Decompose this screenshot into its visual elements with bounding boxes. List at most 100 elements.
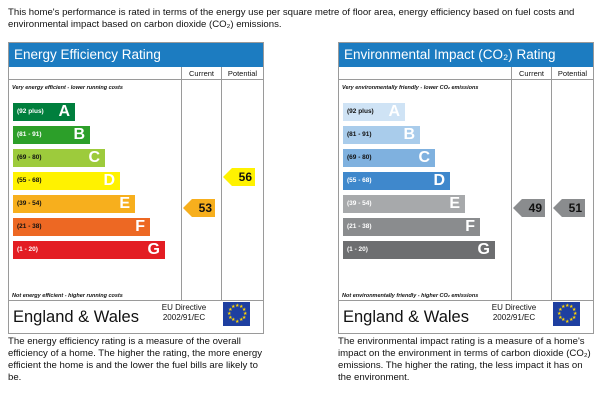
current-column-header: Current	[188, 69, 214, 78]
energy-efficiency-title: Energy Efficiency Rating	[9, 43, 263, 67]
rating-band-b: (81 - 91) B	[13, 126, 90, 144]
star-icon: ★	[239, 317, 244, 324]
divider	[511, 67, 512, 300]
eu-directive: EU Directive 2002/91/EC	[491, 303, 537, 322]
potential-rating-arrow: 56	[223, 168, 255, 186]
star-icon: ★	[569, 303, 574, 310]
band-range: (69 - 80)	[347, 154, 372, 161]
star-icon: ★	[558, 306, 563, 313]
star-icon: ★	[565, 302, 570, 309]
star-icon: ★	[571, 306, 577, 313]
star-icon: ★	[231, 317, 236, 324]
energy-efficiency-description: The energy efficiency rating is a measur…	[8, 336, 263, 383]
divider	[221, 67, 222, 300]
environmental-impact-title: Environmental Impact (CO₂) Rating	[339, 43, 593, 67]
intro-text: This home's performance is rated in term…	[8, 7, 575, 30]
rating-band-f: (21 - 38) F	[13, 218, 150, 236]
rating-band-e: (39 - 54) E	[13, 195, 135, 213]
star-icon: ★	[561, 303, 566, 310]
band-range: (55 - 68)	[347, 177, 372, 184]
environmental-impact-panel: Environmental Impact (CO₂) Rating Curren…	[338, 42, 594, 334]
current-rating-value: 49	[528, 201, 542, 215]
environmental-impact-description: The environmental impact rating is a mea…	[338, 336, 591, 383]
star-icon: ★	[228, 314, 233, 321]
band-letter: B	[403, 126, 415, 143]
potential-rating-value: 51	[568, 201, 582, 215]
band-range: (21 - 38)	[347, 223, 372, 230]
divider	[339, 79, 593, 80]
band-letter: D	[103, 172, 115, 189]
potential-rating-arrow: 51	[553, 199, 585, 217]
star-icon: ★	[565, 318, 570, 325]
bottom-scale-text: Not environmentally friendly - higher CO…	[342, 293, 479, 299]
divider	[9, 300, 263, 301]
divider	[551, 67, 552, 300]
rating-band-a: (92 plus) A	[343, 103, 405, 121]
divider	[339, 300, 593, 301]
band-range: (39 - 54)	[17, 200, 42, 207]
band-letter: E	[449, 195, 460, 212]
band-range: (39 - 54)	[347, 200, 372, 207]
star-icon: ★	[569, 317, 574, 324]
energy-efficiency-panel: Energy Efficiency Rating Current Potenti…	[8, 42, 264, 334]
band-letter: A	[58, 103, 70, 120]
band-letter: D	[433, 172, 445, 189]
current-rating-arrow: 53	[183, 199, 215, 217]
potential-column-header: Potential	[227, 69, 258, 78]
rating-band-c: (69 - 80) C	[13, 149, 105, 167]
rating-band-g: (1 - 20) G	[343, 241, 495, 259]
band-letter: B	[73, 126, 85, 143]
region-label: England & Wales	[343, 308, 469, 326]
rating-band-c: (69 - 80) C	[343, 149, 435, 167]
rating-band-d: (55 - 68) D	[13, 172, 120, 190]
top-scale-text: Very environmentally friendly - lower CO…	[342, 85, 479, 91]
band-letter: F	[135, 218, 145, 235]
band-range: (1 - 20)	[17, 246, 38, 253]
star-icon: ★	[231, 303, 236, 310]
band-letter: C	[418, 149, 430, 166]
divider	[181, 67, 182, 300]
region-label: England & Wales	[13, 308, 139, 326]
star-icon: ★	[241, 314, 247, 321]
band-range: (92 plus)	[17, 108, 44, 115]
eu-flag-icon: ★ ★ ★ ★ ★ ★ ★ ★ ★ ★ ★ ★	[223, 302, 250, 326]
eu-flag-icon: ★ ★ ★ ★ ★ ★ ★ ★ ★ ★ ★ ★	[553, 302, 580, 326]
star-icon: ★	[228, 306, 233, 313]
star-icon: ★	[227, 310, 232, 317]
current-rating-value: 53	[198, 201, 212, 215]
star-icon: ★	[557, 310, 562, 317]
potential-column-header: Potential	[557, 69, 588, 78]
band-letter: C	[88, 149, 100, 166]
divider	[9, 79, 263, 80]
rating-band-d: (55 - 68) D	[343, 172, 450, 190]
star-icon: ★	[241, 306, 247, 313]
star-icon: ★	[235, 302, 240, 309]
star-icon: ★	[571, 314, 577, 321]
rating-band-e: (39 - 54) E	[343, 195, 465, 213]
band-range: (55 - 68)	[17, 177, 42, 184]
band-letter: A	[388, 103, 400, 120]
band-range: (92 plus)	[347, 108, 374, 115]
rating-band-f: (21 - 38) F	[343, 218, 480, 236]
current-column-header: Current	[518, 69, 544, 78]
band-letter: G	[147, 241, 160, 258]
band-range: (81 - 91)	[347, 131, 372, 138]
band-range: (21 - 38)	[17, 223, 42, 230]
potential-rating-value: 56	[238, 170, 252, 184]
bottom-scale-text: Not energy efficient - higher running co…	[12, 293, 123, 299]
current-rating-arrow: 49	[513, 199, 545, 217]
rating-band-g: (1 - 20) G	[13, 241, 165, 259]
band-letter: G	[477, 241, 490, 258]
eu-directive: EU Directive 2002/91/EC	[161, 303, 207, 322]
star-icon: ★	[561, 317, 566, 324]
band-range: (1 - 20)	[347, 246, 368, 253]
star-icon: ★	[243, 310, 248, 317]
star-icon: ★	[573, 310, 578, 317]
band-letter: F	[465, 218, 475, 235]
star-icon: ★	[558, 314, 563, 321]
band-range: (69 - 80)	[17, 154, 42, 161]
band-letter: E	[119, 195, 130, 212]
star-icon: ★	[239, 303, 244, 310]
star-icon: ★	[235, 318, 240, 325]
band-range: (81 - 91)	[17, 131, 42, 138]
